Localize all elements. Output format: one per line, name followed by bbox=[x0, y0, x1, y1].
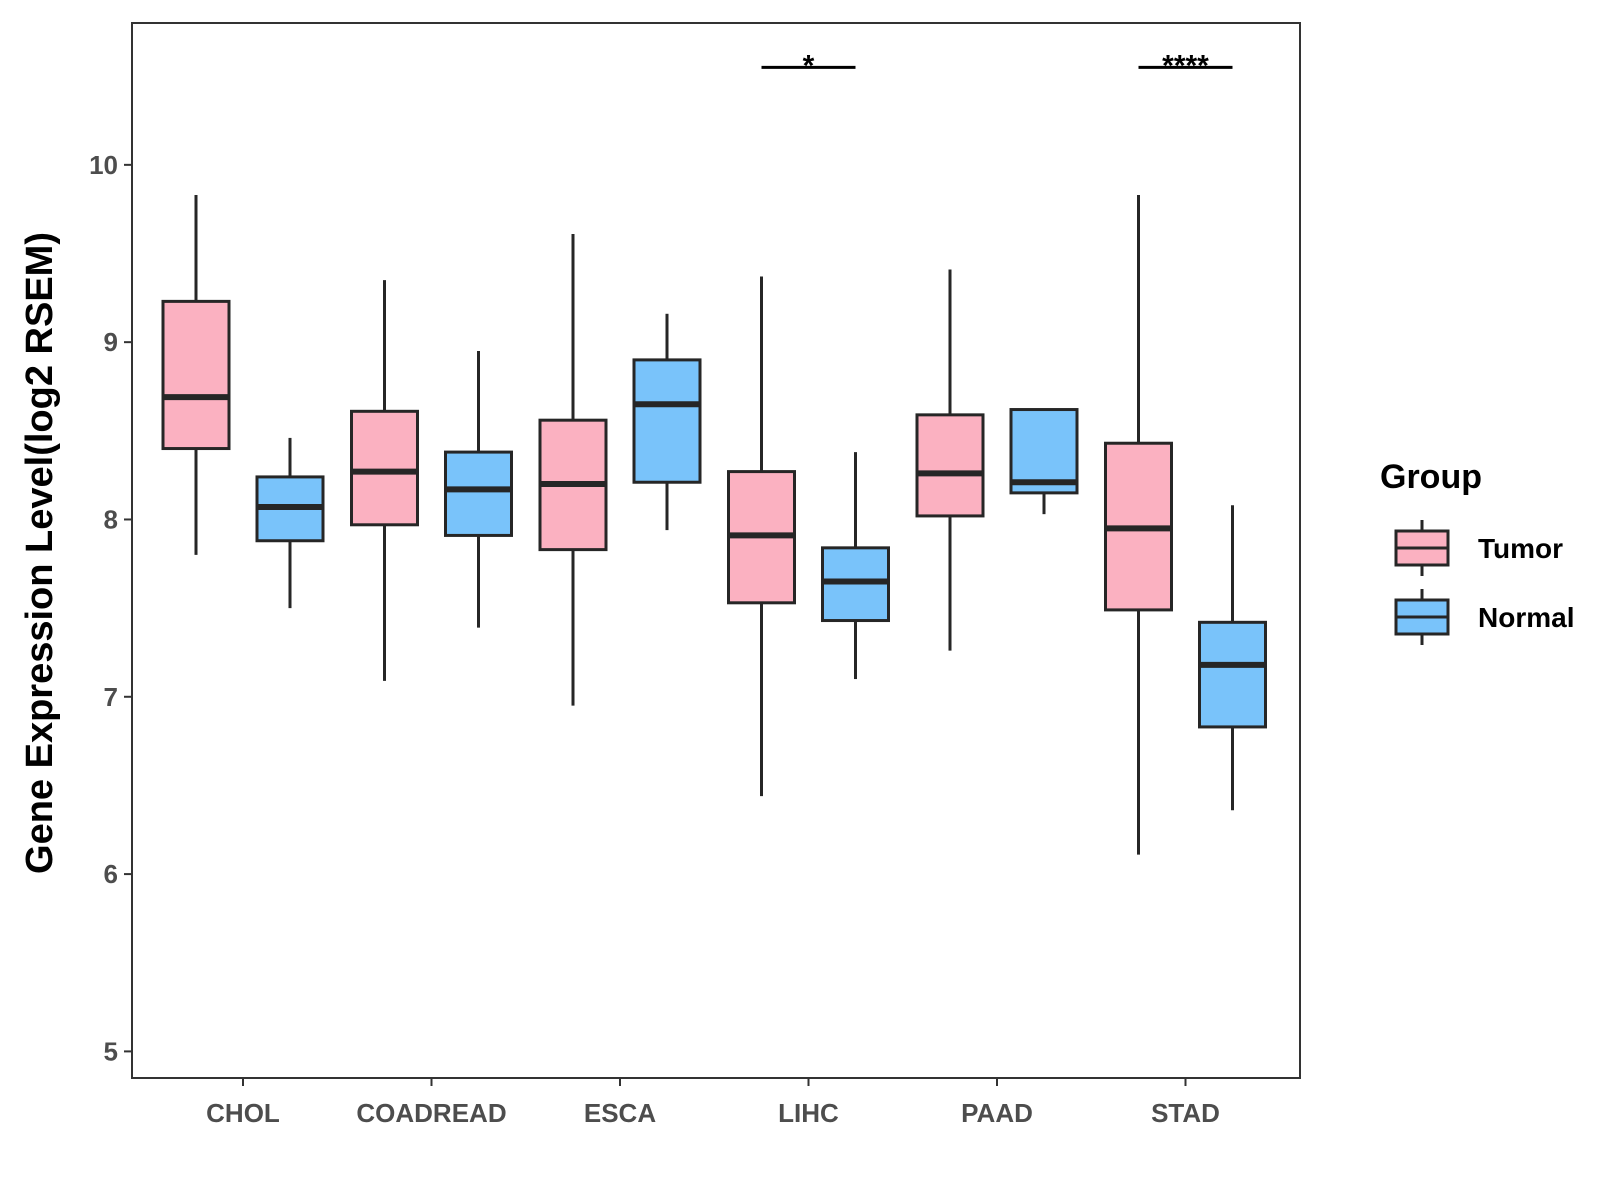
legend-item-normal: Normal bbox=[1394, 589, 1574, 645]
x-tick-label-esca: ESCA bbox=[584, 1098, 656, 1128]
box-tumor-stad bbox=[1104, 194, 1173, 855]
box-body bbox=[1009, 408, 1079, 495]
box-normal-lihc bbox=[821, 452, 890, 680]
box-tumor-chol bbox=[161, 194, 231, 555]
legend: Group Tumor Normal bbox=[1380, 458, 1574, 645]
legend-title: Group bbox=[1380, 458, 1482, 496]
box-body bbox=[1198, 620, 1267, 729]
y-tick-label: 7 bbox=[104, 682, 118, 712]
y-tick-label: 9 bbox=[104, 327, 118, 357]
significance-stad: **** bbox=[1138, 49, 1233, 82]
box-tumor-coadread bbox=[350, 280, 419, 681]
legend-item-tumor: Tumor bbox=[1394, 520, 1563, 576]
significance-lihc: * bbox=[761, 49, 856, 82]
box-normal-paad bbox=[1009, 408, 1079, 515]
legend-label-tumor: Tumor bbox=[1478, 533, 1563, 564]
x-tick-label-paad: PAAD bbox=[961, 1098, 1033, 1128]
box-body bbox=[915, 413, 985, 518]
y-tick-label: 5 bbox=[104, 1036, 118, 1066]
box-body bbox=[350, 409, 419, 527]
box-tumor-lihc bbox=[727, 276, 796, 797]
significance-label: **** bbox=[1162, 49, 1209, 82]
box-normal-esca bbox=[632, 313, 702, 531]
legend-label-normal: Normal bbox=[1478, 602, 1574, 633]
x-tick-label-chol: CHOL bbox=[206, 1098, 280, 1128]
x-tick-label-lihc: LIHC bbox=[778, 1098, 839, 1128]
x-tick-label-stad: STAD bbox=[1151, 1098, 1220, 1128]
y-tick-label: 8 bbox=[104, 504, 118, 534]
box-normal-coadread bbox=[444, 351, 513, 628]
panel-border bbox=[131, 22, 1301, 1079]
box-body bbox=[161, 299, 231, 451]
y-tick-label: 6 bbox=[104, 859, 118, 889]
y-axis-title: Gene Expression Level(log2 RSEM) bbox=[19, 232, 61, 874]
significance-label: * bbox=[803, 49, 815, 82]
box-body bbox=[632, 358, 702, 484]
box-tumor-paad bbox=[915, 269, 985, 651]
x-tick-label-coadread: COADREAD bbox=[356, 1098, 506, 1128]
box-tumor-esca bbox=[538, 234, 608, 706]
box-body bbox=[444, 450, 513, 537]
y-tick-label: 10 bbox=[89, 150, 118, 180]
box-normal-chol bbox=[255, 437, 325, 609]
box-normal-stad bbox=[1198, 505, 1267, 811]
